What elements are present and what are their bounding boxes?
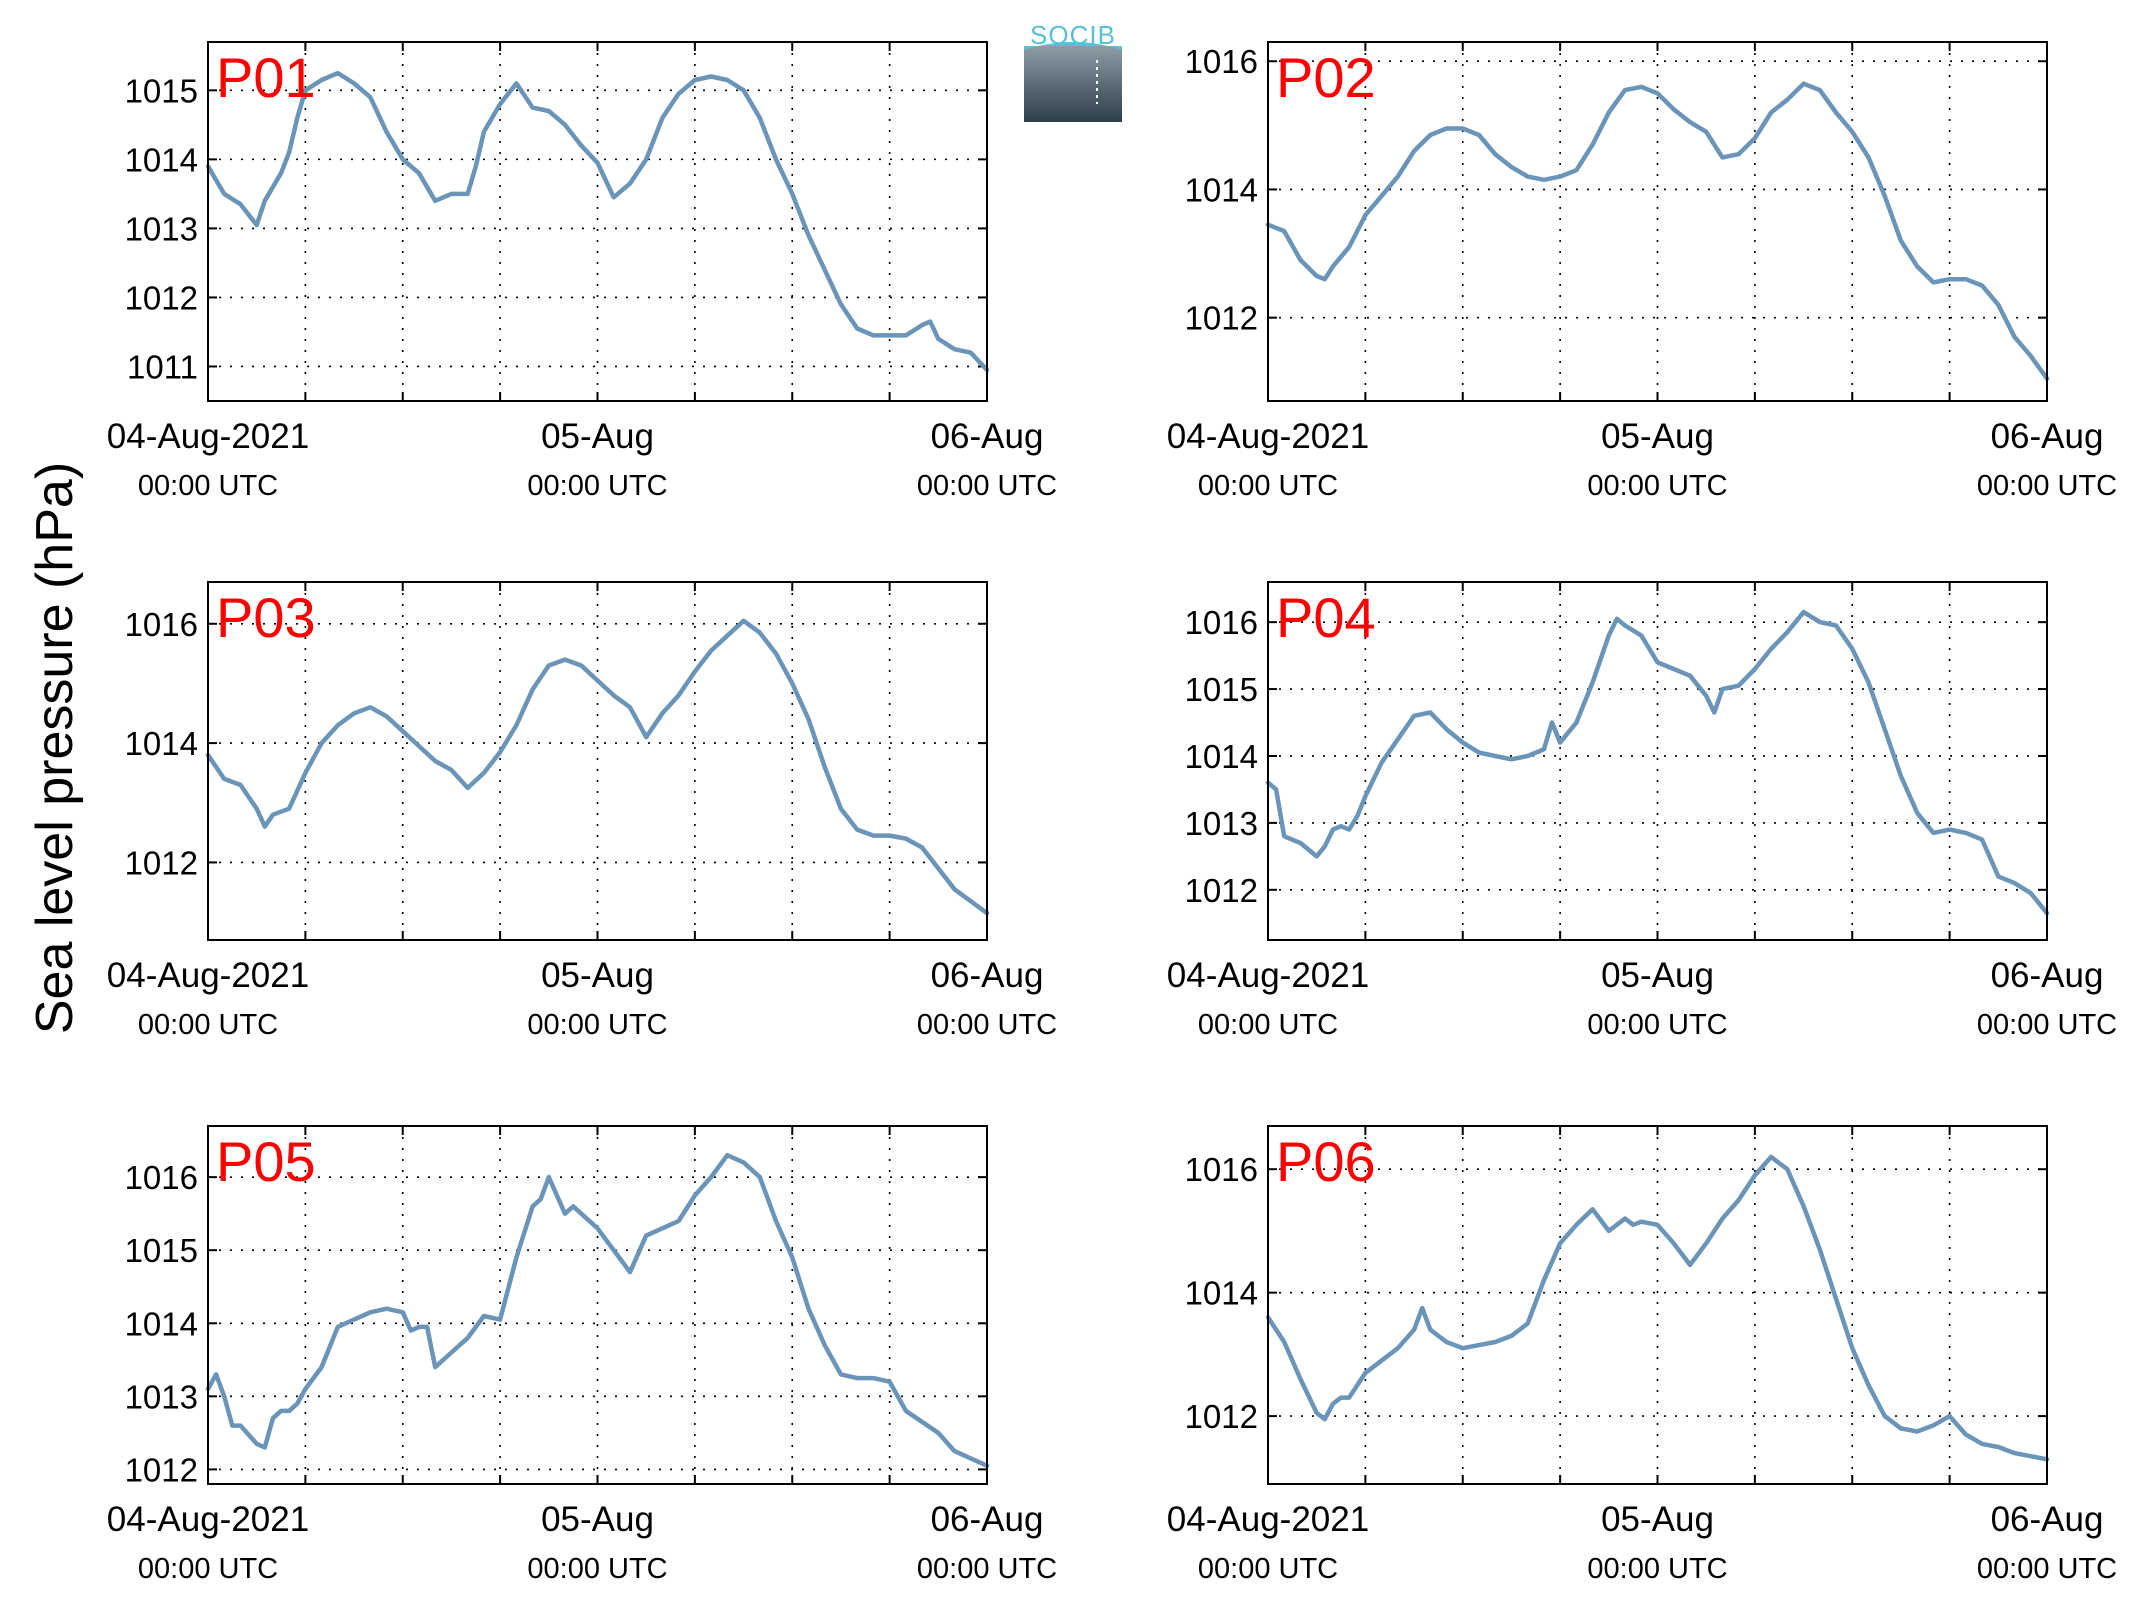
y-tick-label: 1014 (125, 141, 198, 178)
y-tick-label: 1012 (125, 844, 198, 881)
x-tick-label-time: 00:00 UTC (1198, 1009, 1338, 1041)
logo-text: SOCIB (1030, 20, 1116, 50)
y-tick-label: 1013 (125, 210, 198, 247)
y-tick-label: 1016 (1185, 43, 1258, 80)
panel-label: P03 (216, 586, 316, 649)
panel-label: P02 (1276, 46, 1376, 109)
x-tick-label-time: 00:00 UTC (1977, 470, 2117, 502)
x-tick-label-date: 06-Aug (931, 956, 1044, 995)
x-tick-label-date: 06-Aug (1991, 1500, 2104, 1539)
series-line (205, 1152, 990, 1468)
series-line (205, 618, 990, 916)
plot-frame (207, 41, 988, 402)
chart-panel-5: 1012 1013 1014 1015 1016 04-Aug-2021 00:00 UTC… (107, 1125, 1057, 1585)
y-tick-label: 1014 (125, 1305, 198, 1342)
x-tick-label-time: 00:00 UTC (527, 1009, 667, 1041)
chart-panel-2: 1012 1014 1016 04-Aug-2021 00:00 UTC 05-Aug 00… (1167, 41, 2117, 502)
x-tick-label-date: 05-Aug (1601, 956, 1714, 995)
panel-label: P05 (216, 1130, 316, 1193)
x-tick-label-date: 06-Aug (1991, 417, 2104, 456)
plot-frame (207, 1125, 988, 1485)
x-tick-label-date: 05-Aug (541, 417, 654, 456)
x-tick-label-date: 04-Aug-2021 (1167, 1500, 1369, 1539)
y-tick-label: 1013 (125, 1378, 198, 1415)
y-tick-label: 1014 (1185, 171, 1258, 208)
x-tick-label-date: 04-Aug-2021 (107, 956, 309, 995)
x-tick-label-time: 00:00 UTC (1587, 470, 1727, 502)
y-tick-label: 1012 (1185, 300, 1258, 337)
plot-frame (1267, 581, 2048, 941)
y-tick-label: 1014 (1185, 738, 1258, 775)
x-tick-label-time: 00:00 UTC (917, 470, 1057, 502)
chart-panel-3: 1012 1014 1016 04-Aug-2021 00:00 UTC 05-Aug 00… (107, 581, 1057, 1041)
x-tick-label-date: 04-Aug-2021 (107, 417, 309, 456)
y-tick-label: 1012 (1185, 1398, 1258, 1435)
x-tick-label-time: 00:00 UTC (527, 1553, 667, 1585)
x-tick-label-time: 00:00 UTC (138, 470, 278, 502)
plot-frame (207, 581, 988, 941)
series-line (205, 70, 990, 373)
x-tick-label-date: 05-Aug (541, 1500, 654, 1539)
y-tick-label: 1016 (1185, 1151, 1258, 1188)
figure-y-axis-label: Sea level pressure (hPa) (26, 462, 84, 1034)
x-tick-label-time: 00:00 UTC (917, 1553, 1057, 1585)
x-tick-label-date: 04-Aug-2021 (1167, 417, 1369, 456)
x-tick-label-time: 00:00 UTC (138, 1009, 278, 1041)
plot-frame (1267, 1125, 2048, 1485)
y-tick-label: 1015 (125, 72, 198, 109)
y-tick-label: 1015 (1185, 671, 1258, 708)
y-tick-label: 1016 (1185, 604, 1258, 641)
series-line (1265, 81, 2050, 381)
y-tick-label: 1014 (1185, 1275, 1258, 1312)
x-tick-label-date: 04-Aug-2021 (107, 1500, 309, 1539)
y-tick-label: 1011 (127, 348, 198, 385)
y-tick-label: 1012 (1185, 872, 1258, 909)
x-tick-label-date: 06-Aug (931, 417, 1044, 456)
panel-label: P04 (1276, 586, 1376, 649)
y-tick-label: 1013 (1185, 805, 1258, 842)
series-line (1265, 1154, 2050, 1462)
x-tick-label-time: 00:00 UTC (1977, 1009, 2117, 1041)
x-tick-label-date: 05-Aug (541, 956, 654, 995)
x-tick-label-time: 00:00 UTC (1198, 1553, 1338, 1585)
y-tick-label: 1016 (125, 606, 198, 643)
x-tick-label-time: 00:00 UTC (1977, 1553, 2117, 1585)
socib-logo: SOCIB (1024, 20, 1122, 122)
x-tick-label-date: 04-Aug-2021 (1167, 956, 1369, 995)
y-tick-label: 1016 (125, 1159, 198, 1196)
logo-wave (1024, 42, 1122, 50)
chart-panel-6: 1012 1014 1016 04-Aug-2021 00:00 UTC 05-Aug 00… (1167, 1125, 2117, 1585)
x-tick-label-time: 00:00 UTC (917, 1009, 1057, 1041)
x-tick-label-time: 00:00 UTC (1587, 1553, 1727, 1585)
chart-panel-1: 1011 1012 1013 1014 1015 04-Aug-2021 00:00 UTC… (107, 41, 1057, 502)
x-tick-label-date: 06-Aug (1991, 956, 2104, 995)
logo-block (1024, 46, 1122, 122)
x-tick-label-time: 00:00 UTC (527, 470, 667, 502)
x-tick-label-date: 05-Aug (1601, 417, 1714, 456)
plot-frame (1267, 41, 2048, 402)
y-tick-label: 1012 (125, 1451, 198, 1488)
x-tick-label-date: 06-Aug (931, 1500, 1044, 1539)
y-tick-label: 1015 (125, 1232, 198, 1269)
series-line (1265, 609, 2050, 916)
x-tick-label-time: 00:00 UTC (1587, 1009, 1727, 1041)
x-tick-label-date: 05-Aug (1601, 1500, 1714, 1539)
x-tick-label-time: 00:00 UTC (138, 1553, 278, 1585)
x-tick-label-time: 00:00 UTC (1198, 470, 1338, 502)
panel-label: P01 (216, 46, 316, 109)
y-tick-label: 1012 (125, 279, 198, 316)
panel-label: P06 (1276, 1130, 1376, 1193)
chart-panel-4: 1012 1013 1014 1015 1016 04-Aug-2021 00:00 UTC… (1167, 581, 2117, 1041)
y-tick-label: 1014 (125, 725, 198, 762)
